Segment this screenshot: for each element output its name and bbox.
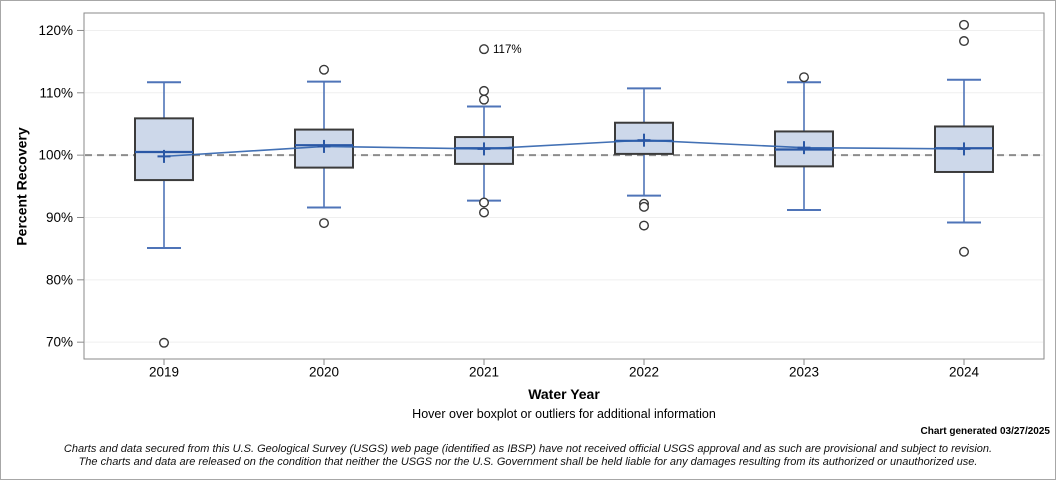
disclaimer-line-2: The charts and data are released on the … xyxy=(78,456,978,468)
outlier-point[interactable] xyxy=(639,201,650,212)
outlier-point[interactable] xyxy=(479,207,490,218)
boxplot-2019[interactable] xyxy=(134,81,194,250)
y-tick-label: 110% xyxy=(39,85,73,100)
outlier-annotation: 117% xyxy=(493,44,522,56)
x-tick-label: 2023 xyxy=(789,365,819,380)
outlier-point[interactable] xyxy=(639,220,650,231)
x-tick-label: 2022 xyxy=(629,365,659,380)
plot-frame xyxy=(83,12,1045,360)
outlier-point[interactable] xyxy=(959,36,970,47)
outlier-point[interactable] xyxy=(319,64,330,75)
y-tick-label: 70% xyxy=(46,335,73,350)
outlier-point[interactable] xyxy=(799,72,810,83)
mean-marker xyxy=(477,142,491,156)
y-tick-label: 90% xyxy=(46,210,73,225)
outlier-point[interactable] xyxy=(158,337,169,348)
mean-marker xyxy=(797,141,811,155)
y-tick-label: 80% xyxy=(46,272,73,287)
chart-generated-date: Chart generated 03/27/2025 xyxy=(920,426,1050,437)
x-tick-label: 2021 xyxy=(469,365,499,380)
x-tick-label: 2019 xyxy=(149,365,179,380)
boxplot-2020[interactable] xyxy=(294,80,354,209)
box[interactable] xyxy=(134,117,194,182)
x-tick-label: 2024 xyxy=(949,365,980,380)
outlier-point[interactable] xyxy=(959,19,970,30)
outlier-point[interactable] xyxy=(479,44,490,55)
outlier-point[interactable] xyxy=(479,94,490,105)
outlier-point[interactable] xyxy=(959,246,970,257)
y-tick-label: 100% xyxy=(38,148,73,163)
mean-marker xyxy=(637,133,651,147)
hover-note: Hover over boxplot or outliers for addit… xyxy=(412,407,716,421)
y-tick-label: 120% xyxy=(38,23,73,38)
mean-marker xyxy=(957,142,971,156)
plot-area xyxy=(84,13,1044,359)
x-axis-title: Water Year xyxy=(528,386,600,402)
outlier-point[interactable] xyxy=(479,197,490,208)
outlier-point[interactable] xyxy=(319,218,330,229)
outlier-point[interactable] xyxy=(479,85,490,96)
mean-connect-line xyxy=(163,139,965,158)
mean-marker xyxy=(317,139,331,153)
mean-marker xyxy=(157,149,171,163)
y-axis-title: Percent Recovery xyxy=(13,127,30,246)
x-tick-label: 2020 xyxy=(309,365,339,380)
disclaimer-line-1: Charts and data secured from this U.S. G… xyxy=(63,443,993,455)
